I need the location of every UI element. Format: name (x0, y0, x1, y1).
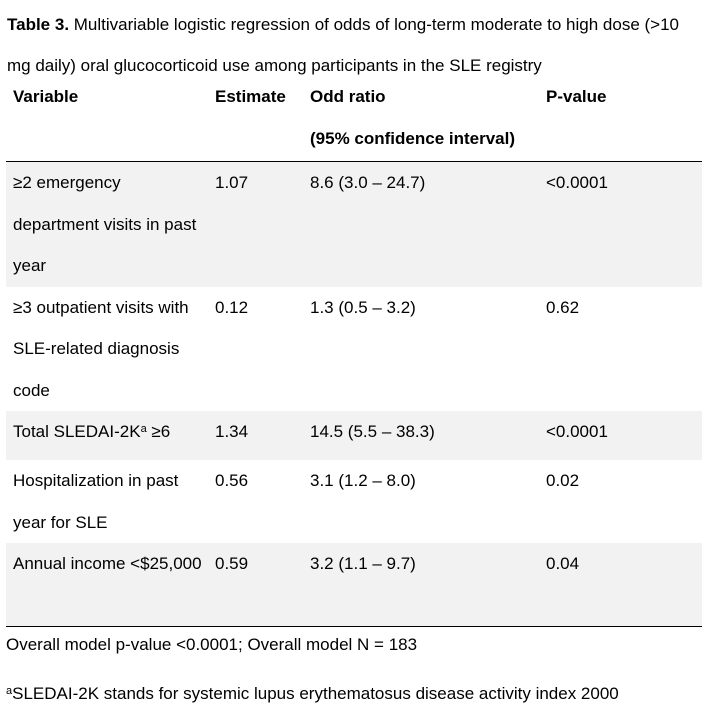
cell-variable: ≥3 outpatient visits with SLE-related di… (13, 297, 189, 400)
cell-variable-pre: Total SLEDAI-2K (13, 422, 141, 441)
cell-pvalue: <0.0001 (546, 422, 608, 441)
table-row: ≥2 emergency department visits in past y… (6, 161, 702, 287)
cell-odds-ratio: 1.3 (0.5 – 3.2) (310, 297, 416, 317)
footnote-marker-a: a (6, 685, 13, 697)
footnote-text: SLEDAI-2K stands for systemic lupus eryt… (12, 684, 619, 703)
cell-odds-ratio: 3.2 (1.1 – 9.7) (310, 554, 416, 573)
header-odds-ratio: Odd ratio (95% confidence interval) (303, 76, 539, 162)
cell-variable-post: ≥6 (146, 422, 171, 441)
table-row: Total SLEDAI-2Ka ≥6 1.34 14.5 (5.5 – 38.… (6, 411, 702, 460)
cell-variable: Annual income <$25,000 (13, 554, 202, 573)
header-pvalue: P-value (546, 87, 607, 106)
header-estimate: Estimate (215, 87, 286, 106)
cell-pvalue: 0.62 (546, 297, 580, 317)
model-summary: Overall model p-value <0.0001; Overall m… (6, 635, 418, 654)
table-row: Hospitalization in past year for SLE 0.5… (6, 460, 702, 543)
table-row: Annual income <$25,000 0.59 3.2 (1.1 – 9… (6, 543, 702, 626)
table-header-row: Variable Estimate Odd ratio (95% confiden… (6, 76, 702, 162)
cell-pvalue: 0.04 (546, 554, 580, 573)
cell-variable: ≥2 emergency department visits in past y… (13, 173, 197, 275)
cell-odds-ratio: 8.6 (3.0 – 24.7) (310, 173, 426, 192)
cell-estimate: 0.12 (215, 297, 249, 317)
footnote-marker: a (140, 423, 147, 435)
footnote: aSLEDAI-2K stands for systemic lupus ery… (6, 679, 619, 709)
caption-text: Multivariable logistic regression of odd… (7, 15, 680, 75)
cell-estimate: 1.34 (215, 422, 249, 441)
table-caption: Table 3. Multivariable logistic regressi… (7, 4, 705, 86)
cell-variable: Total SLEDAI-2Ka ≥6 (6, 411, 208, 460)
cell-estimate: 1.07 (215, 173, 249, 192)
cell-estimate: 0.56 (215, 471, 249, 490)
cell-estimate: 0.59 (215, 554, 249, 573)
header-odds-ratio-main: Odd ratio (310, 87, 386, 106)
cell-pvalue: 0.02 (546, 471, 580, 490)
cell-odds-ratio: 14.5 (5.5 – 38.3) (310, 422, 435, 441)
cell-variable: Hospitalization in past year for SLE (13, 471, 179, 532)
regression-table: Variable Estimate Odd ratio (95% confiden… (6, 76, 702, 627)
table-row: ≥3 outpatient visits with SLE-related di… (6, 287, 702, 412)
header-variable: Variable (13, 87, 79, 106)
table-label: Table 3. (7, 15, 70, 34)
cell-pvalue: <0.0001 (546, 173, 608, 192)
cell-odds-ratio: 3.1 (1.2 – 8.0) (310, 471, 416, 490)
header-odds-ratio-sub: (95% confidence interval) (310, 128, 516, 148)
